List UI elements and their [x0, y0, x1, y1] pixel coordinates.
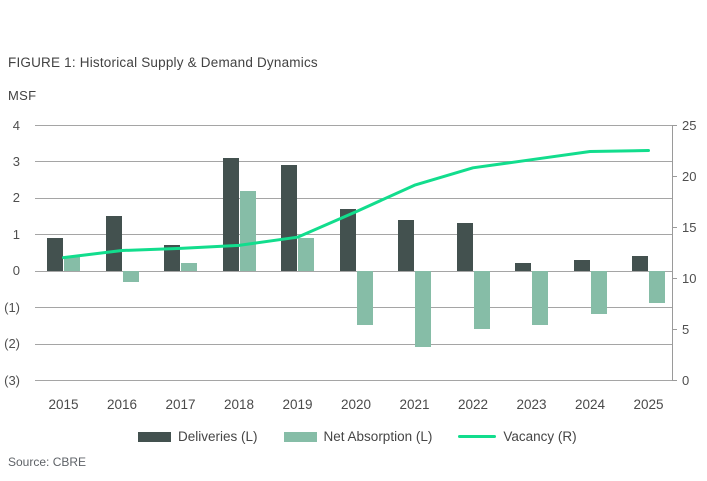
legend-label-deliveries: Deliveries (L) — [178, 429, 258, 444]
vacancy-line-swatch-icon — [458, 435, 497, 438]
right-axis-tick — [672, 227, 677, 228]
left-axis-tick-label: 0 — [12, 263, 20, 279]
right-axis-tick-label: 5 — [682, 321, 690, 337]
legend-label-vacancy: Vacancy (R) — [503, 429, 577, 444]
right-axis-tick — [672, 329, 677, 330]
bar-net-absorption-2016 — [122, 270, 139, 282]
gridline — [35, 125, 672, 126]
x-axis-tick-label: 2022 — [457, 397, 489, 412]
bar-net-absorption-2023 — [532, 270, 548, 326]
legend-item-deliveries: Deliveries (L) — [138, 429, 258, 444]
bar-deliveries-2024 — [573, 259, 590, 271]
x-axis-tick-label: 2023 — [516, 397, 547, 412]
gridline — [35, 307, 672, 309]
right-axis-tick — [672, 380, 677, 381]
bar-net-absorption-2018 — [239, 190, 256, 271]
gridline — [35, 197, 672, 199]
x-axis-tick-label: 2016 — [106, 397, 138, 412]
x-axis-tick-label: 2019 — [282, 397, 313, 412]
x-axis-tick-label: 2017 — [165, 397, 196, 412]
y-axis-unit-label: MSF — [8, 88, 37, 103]
bar-deliveries-2023 — [515, 263, 531, 271]
left-axis-tick-label: (2) — [4, 336, 20, 352]
legend-label-net-absorption: Net Absorption (L) — [323, 429, 433, 444]
bar-deliveries-2019 — [281, 165, 297, 271]
bar-deliveries-2016 — [105, 216, 122, 271]
bar-deliveries-2021 — [398, 219, 414, 271]
bar-deliveries-2018 — [222, 157, 239, 271]
right-axis-tick — [672, 176, 677, 177]
gridline — [35, 343, 672, 345]
gridline — [35, 161, 672, 163]
right-axis-tick — [672, 278, 677, 279]
source-note: Source: CBRE — [8, 455, 87, 469]
figure-title: FIGURE 1: Historical Supply & Demand Dyn… — [8, 55, 318, 70]
right-axis-tick — [672, 125, 677, 126]
legend-item-net-absorption: Net Absorption (L) — [283, 429, 433, 444]
bar-net-absorption-2017 — [181, 263, 197, 271]
right-axis-line — [672, 125, 673, 380]
legend-item-vacancy: Vacancy (R) — [458, 429, 577, 444]
bar-deliveries-2025 — [632, 256, 648, 271]
x-axis-tick-label: 2021 — [399, 397, 430, 412]
right-axis-tick-label: 0 — [682, 372, 690, 388]
bar-net-absorption-2021 — [415, 270, 431, 348]
x-axis-tick-label: 2024 — [574, 397, 606, 412]
bar-net-absorption-2025 — [649, 270, 665, 304]
chart-legend: Deliveries (L) Net Absorption (L) Vacanc… — [138, 429, 577, 444]
left-axis-tick-label: 1 — [12, 226, 20, 242]
deliveries-swatch-icon — [138, 431, 171, 442]
left-axis-tick-label: (1) — [4, 299, 20, 315]
x-axis-tick-label: 2025 — [633, 397, 664, 412]
right-axis-tick-label: 10 — [682, 270, 697, 286]
bar-deliveries-2017 — [164, 245, 180, 271]
left-axis-tick-label: 3 — [12, 153, 20, 169]
left-axis-tick-label: (3) — [4, 372, 20, 388]
gridline — [35, 380, 672, 381]
right-axis-tick-label: 25 — [682, 117, 697, 133]
bar-net-absorption-2020 — [356, 270, 373, 326]
bar-deliveries-2020 — [339, 208, 356, 271]
bar-deliveries-2015 — [47, 237, 63, 271]
x-axis-tick-label: 2020 — [340, 397, 372, 412]
gridline — [35, 270, 672, 272]
left-axis-tick-label: 4 — [12, 117, 20, 133]
bar-net-absorption-2015 — [64, 256, 80, 271]
x-axis-tick-label: 2018 — [223, 397, 255, 412]
x-axis-tick-label: 2015 — [48, 397, 79, 412]
right-axis-tick-label: 15 — [682, 219, 697, 235]
bar-deliveries-2022 — [456, 223, 473, 271]
right-axis-tick-label: 20 — [682, 168, 697, 184]
left-axis-tick-label: 2 — [12, 190, 20, 206]
net-absorption-swatch-icon — [283, 431, 317, 442]
bar-net-absorption-2019 — [298, 237, 314, 271]
bar-net-absorption-2024 — [590, 270, 607, 315]
bar-net-absorption-2022 — [473, 270, 490, 329]
